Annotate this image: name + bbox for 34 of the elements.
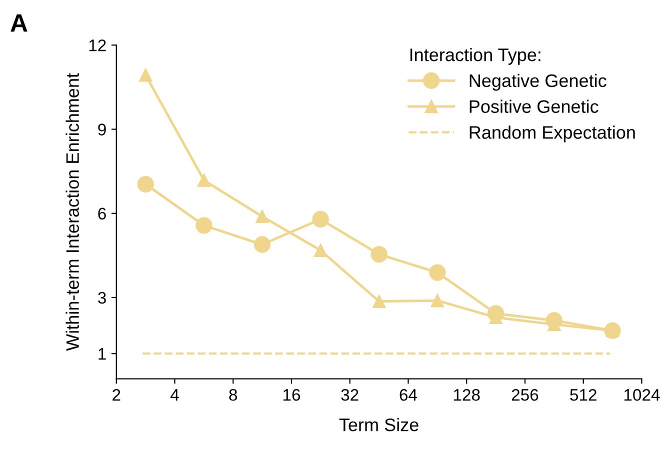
y-tick-label: 3 xyxy=(98,292,106,304)
x-tick-label: 16 xyxy=(283,389,300,401)
y-tick-label: 12 xyxy=(89,40,106,52)
point xyxy=(429,264,446,281)
point xyxy=(256,210,269,224)
y-tick-label: 9 xyxy=(98,124,106,136)
point xyxy=(372,294,386,308)
point xyxy=(197,174,211,187)
x-tick-label: 2 xyxy=(112,389,120,401)
legend-label: Negative Genetic xyxy=(470,74,606,91)
point xyxy=(139,68,152,82)
x-axis-title: Term Size xyxy=(339,418,418,432)
x-tick-label: 8 xyxy=(229,389,238,401)
point xyxy=(137,176,154,193)
point xyxy=(430,294,444,308)
point xyxy=(312,210,329,228)
y-tick-label: 6 xyxy=(98,208,106,220)
legend-title: Interaction Type: xyxy=(410,48,540,65)
x-tick-label: 1024 xyxy=(624,389,660,401)
legend-label: Positive Genetic xyxy=(470,100,598,113)
x-tick-label: 256 xyxy=(512,389,538,401)
legend-label: Random Expectation xyxy=(470,126,635,142)
point xyxy=(314,244,328,257)
text: A xyxy=(10,14,28,32)
y-tick-label: 1 xyxy=(98,348,106,360)
x-tick-label: 128 xyxy=(454,389,480,401)
point xyxy=(196,217,212,234)
point xyxy=(370,246,388,263)
x-tick-label: 512 xyxy=(570,389,596,401)
x-tick-label: 32 xyxy=(341,389,358,401)
x-tick-label: 64 xyxy=(400,389,418,401)
x-tick-label: 4 xyxy=(170,389,179,401)
y-axis-title: Within-term Interaction Enrichment xyxy=(66,73,79,351)
point xyxy=(254,236,271,253)
